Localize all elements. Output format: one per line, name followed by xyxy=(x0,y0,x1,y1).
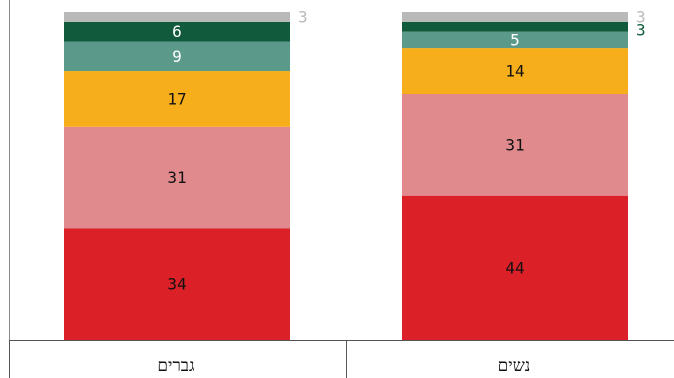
data-label-0-5: 3 xyxy=(298,7,308,26)
category-label-0: גברים xyxy=(157,356,195,376)
bar-segment-1-3 xyxy=(402,31,628,49)
bar-segment-1-4 xyxy=(402,21,628,32)
data-label-0-1: 31 xyxy=(167,168,186,187)
bar-segment-0-5 xyxy=(64,12,290,22)
bars-layer xyxy=(64,12,628,340)
category-label-1: נשים xyxy=(498,356,531,376)
data-label-0-0: 34 xyxy=(167,275,186,294)
chart-axes xyxy=(9,0,674,378)
data-label-1-4: 3 xyxy=(636,20,646,39)
bar-segment-0-0 xyxy=(64,228,290,340)
bar-segment-1-1 xyxy=(402,94,628,196)
category-labels-layer: גברים נשים xyxy=(157,356,530,376)
bar-segment-0-1 xyxy=(64,126,290,229)
bar-segment-1-2 xyxy=(402,48,628,94)
data-label-0-4: 6 xyxy=(172,22,182,41)
data-label-1-1: 31 xyxy=(505,135,524,154)
data-label-1-3: 5 xyxy=(510,30,520,49)
data-label-0-2: 17 xyxy=(167,89,186,108)
bar-segment-0-3 xyxy=(64,41,290,72)
bar-segment-1-0 xyxy=(402,195,628,340)
data-label-1-2: 14 xyxy=(505,62,524,81)
bar-segment-0-4 xyxy=(64,21,290,42)
data-label-0-3: 9 xyxy=(172,47,182,66)
bar-segment-1-5 xyxy=(402,12,628,22)
data-label-1-0: 44 xyxy=(505,258,524,277)
data-label-1-5: 3 xyxy=(636,7,646,26)
bar-segment-0-2 xyxy=(64,71,290,127)
